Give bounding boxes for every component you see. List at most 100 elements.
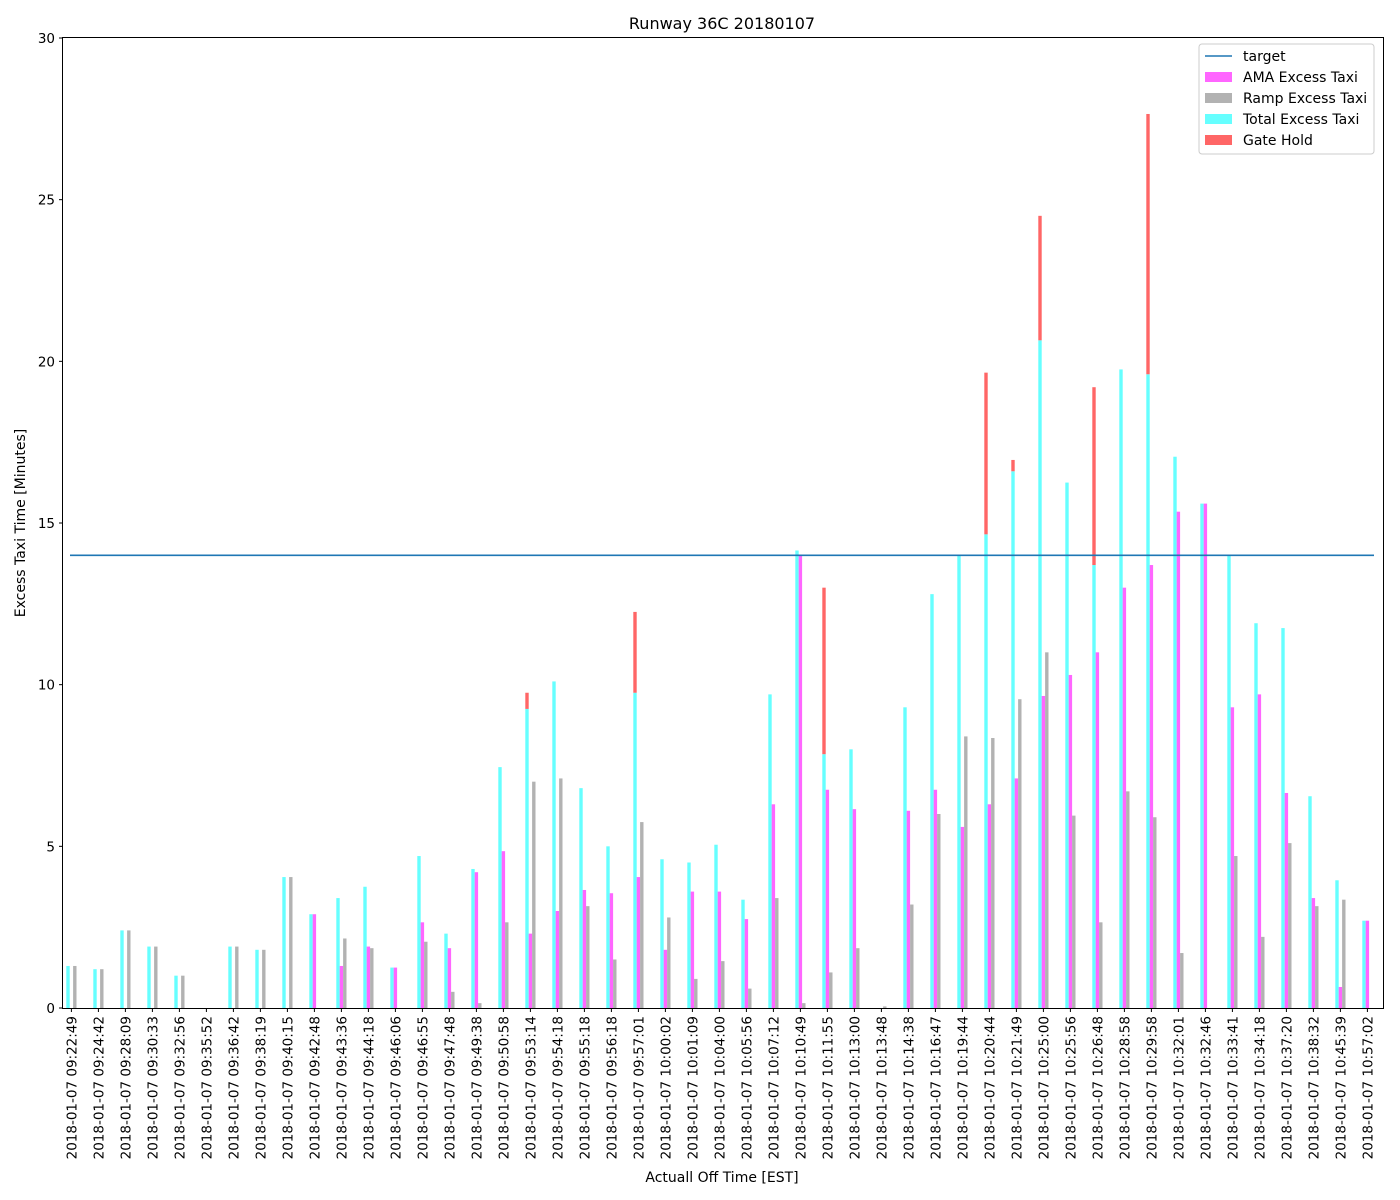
bar-ramp-excess-taxi [100,969,104,1008]
x-tick-label: 2018-01-07 09:36:42 [226,1016,242,1159]
bar-ama-excess-taxi [690,891,695,1008]
x-tick-label: 2018-01-07 09:42:48 [307,1016,323,1159]
bar-total-excess-taxi [1200,503,1204,1008]
x-tick-label: 2018-01-07 10:25:00 [1036,1016,1052,1159]
x-tick-label: 2018-01-07 10:45:39 [1333,1016,1349,1159]
y-tick-label: 0 [46,1001,55,1017]
bar-total-excess-taxi [768,694,772,1008]
x-tick-label: 2018-01-07 09:32:56 [172,1016,188,1159]
x-axis-label: Actuall Off Time [EST] [645,1170,798,1186]
x-tick-label: 2018-01-07 09:30:33 [145,1016,161,1159]
y-tick-label: 20 [38,354,55,370]
bar-ama-excess-taxi [1284,792,1289,1008]
bar-total-excess-taxi [1092,565,1096,1008]
bar-total-excess-taxi [1308,796,1312,1008]
bar-gate-hold [984,372,988,535]
x-tick-label: 2018-01-07 10:38:32 [1306,1016,1322,1159]
bar-total-excess-taxi [903,707,907,1008]
y-tick-label: 30 [38,31,55,47]
bar-ramp-excess-taxi [883,1006,887,1008]
bar-ramp-excess-taxi [127,930,131,1008]
bar-ramp-excess-taxi [154,946,158,1008]
chart-title: Runway 36C 20180107 [629,14,815,33]
bar-ramp-excess-taxi [505,922,509,1008]
bar-total-excess-taxi [417,856,421,1008]
x-tick-label: 2018-01-07 10:14:38 [901,1016,917,1159]
bar-ama-excess-taxi [960,826,965,1008]
bar-ramp-excess-taxi [532,781,536,1008]
bars [66,113,1370,1009]
bar-total-excess-taxi [579,788,583,1008]
x-tick-label: 2018-01-07 10:25:56 [1063,1016,1079,1159]
bar-ramp-excess-taxi [235,946,239,1008]
bar-ramp-excess-taxi [73,965,77,1008]
legend-label: Gate Hold [1243,133,1313,149]
bar-ama-excess-taxi [501,851,506,1008]
bar-total-excess-taxi [525,708,529,1008]
bar-ramp-excess-taxi [613,959,617,1008]
bar-ama-excess-taxi [1230,707,1235,1008]
bar-ramp-excess-taxi [721,961,725,1008]
bar-ramp-excess-taxi [478,1003,482,1008]
bar-total-excess-taxi [1173,456,1177,1009]
bar-ramp-excess-taxi [829,972,833,1008]
y-tick-label: 25 [38,193,55,209]
x-tick-label: 2018-01-07 09:54:18 [550,1016,566,1159]
bar-total-excess-taxi [471,868,475,1008]
bar-total-excess-taxi [957,555,961,1008]
bar-ama-excess-taxi [447,948,452,1008]
bar-total-excess-taxi [930,594,934,1008]
x-tick-label: 2018-01-07 09:49:38 [469,1016,485,1159]
bar-total-excess-taxi [606,846,610,1008]
bar-ama-excess-taxi [555,911,560,1008]
bar-total-excess-taxi [1362,920,1366,1008]
x-tick-label: 2018-01-07 09:24:42 [91,1016,107,1159]
x-tick-label: 2018-01-07 10:57:02 [1360,1016,1376,1159]
x-tick-label: 2018-01-07 09:46:06 [388,1016,404,1159]
bar-ramp-excess-taxi [667,917,671,1008]
bar-ama-excess-taxi [528,933,533,1008]
bar-ama-excess-taxi [987,804,992,1008]
bar-total-excess-taxi [849,749,853,1008]
x-tick-label: 2018-01-07 09:46:55 [415,1016,431,1159]
x-tick-label: 2018-01-07 09:47:48 [442,1016,458,1159]
x-tick-label: 2018-01-07 10:07:12 [766,1016,782,1159]
bar-total-excess-taxi [822,754,826,1008]
bar-ama-excess-taxi [1095,652,1100,1008]
x-tick-label: 2018-01-07 10:00:02 [658,1016,674,1159]
bar-ramp-excess-taxi [1153,817,1157,1008]
x-tick-label: 2018-01-07 09:57:01 [631,1016,647,1159]
bar-ama-excess-taxi [1122,587,1127,1008]
bar-ramp-excess-taxi [1342,899,1346,1008]
bar-ramp-excess-taxi [802,1003,806,1008]
x-tick-label: 2018-01-07 09:22:49 [64,1016,80,1159]
bar-total-excess-taxi [174,975,178,1008]
bar-ramp-excess-taxi [1315,906,1319,1008]
bar-ramp-excess-taxi [1126,791,1130,1008]
bar-ama-excess-taxi [1311,898,1316,1008]
bar-gate-hold [1038,215,1042,341]
bar-ramp-excess-taxi [424,941,428,1008]
bar-ama-excess-taxi [636,877,641,1008]
x-tick-label: 2018-01-07 09:28:09 [118,1016,134,1159]
x-tick-label: 2018-01-07 10:32:46 [1198,1016,1214,1159]
bar-total-excess-taxi [1011,471,1015,1008]
bar-total-excess-taxi [1038,340,1042,1008]
bar-total-excess-taxi [309,914,313,1008]
bar-gate-hold [633,611,637,693]
bar-ramp-excess-taxi [343,938,347,1008]
bar-gate-hold [1146,113,1150,375]
bar-ramp-excess-taxi [181,975,185,1008]
bar-total-excess-taxi [93,969,97,1008]
x-tick-label: 2018-01-07 09:50:58 [496,1016,512,1159]
legend-label: target [1243,49,1286,65]
bar-ama-excess-taxi [771,804,776,1008]
bar-ramp-excess-taxi [451,991,455,1008]
bar-ama-excess-taxi [1176,511,1181,1008]
bar-total-excess-taxi [1119,369,1123,1008]
bar-ama-excess-taxi [1203,503,1208,1008]
bar-total-excess-taxi [741,899,745,1008]
bar-ama-excess-taxi [825,789,830,1008]
